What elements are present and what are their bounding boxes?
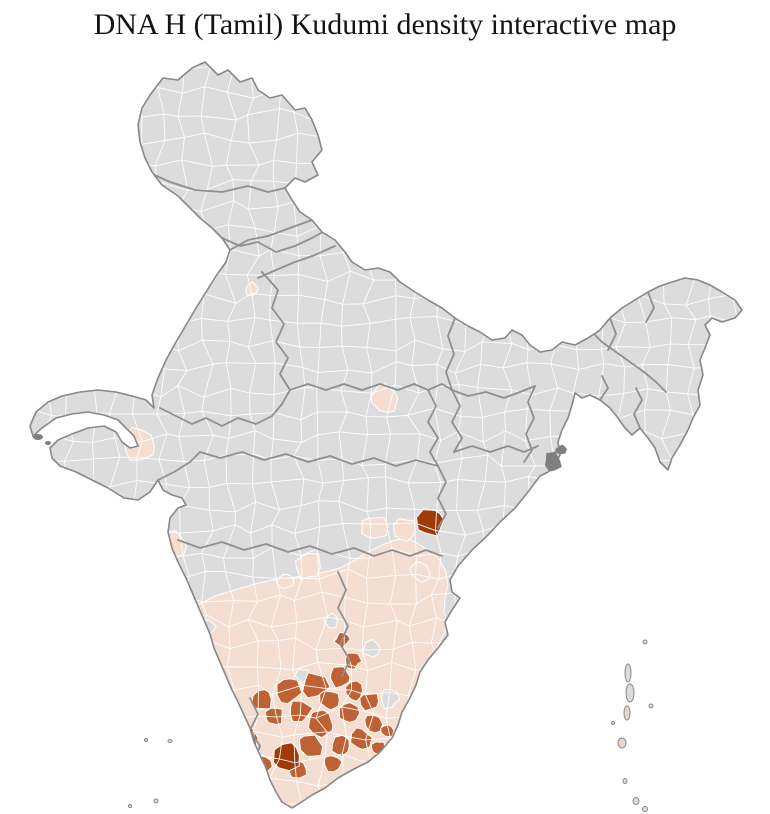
island[interactable]	[623, 705, 631, 721]
district-region-southwest-coast-medium-2[interactable]	[246, 781, 266, 798]
lakshadweep-islands[interactable]	[128, 738, 173, 808]
island[interactable]	[648, 703, 654, 709]
district-region-west-coast-medium-1[interactable]	[181, 635, 206, 659]
island[interactable]	[617, 737, 627, 749]
island[interactable]	[624, 663, 632, 683]
island[interactable]	[153, 798, 159, 804]
island[interactable]	[642, 806, 648, 812]
island[interactable]	[625, 683, 635, 703]
island[interactable]	[144, 738, 148, 742]
andaman-nicobar-islands[interactable]	[611, 639, 654, 812]
district-region-south-high-1[interactable]	[234, 726, 259, 754]
map-title: DNA H (Tamil) Kudumi density interactive…	[93, 8, 677, 41]
district-region-east-ghats-low-1[interactable]	[361, 517, 388, 539]
island[interactable]	[128, 804, 132, 808]
district-region-west-coast-low-1[interactable]	[148, 507, 169, 531]
river-delta-areas	[33, 434, 567, 472]
island[interactable]	[167, 739, 173, 743]
island[interactable]	[632, 797, 640, 805]
district-region-south-medium-8[interactable]	[264, 707, 283, 726]
district-region-southwest-coast-medium-3[interactable]	[262, 794, 279, 808]
district-region-west-coast-medium-2[interactable]	[201, 687, 222, 708]
district-region-west-coast-high[interactable]	[190, 668, 215, 693]
island[interactable]	[642, 639, 648, 645]
island[interactable]	[622, 778, 628, 784]
island[interactable]	[611, 721, 615, 725]
india-coastline	[29, 61, 743, 809]
